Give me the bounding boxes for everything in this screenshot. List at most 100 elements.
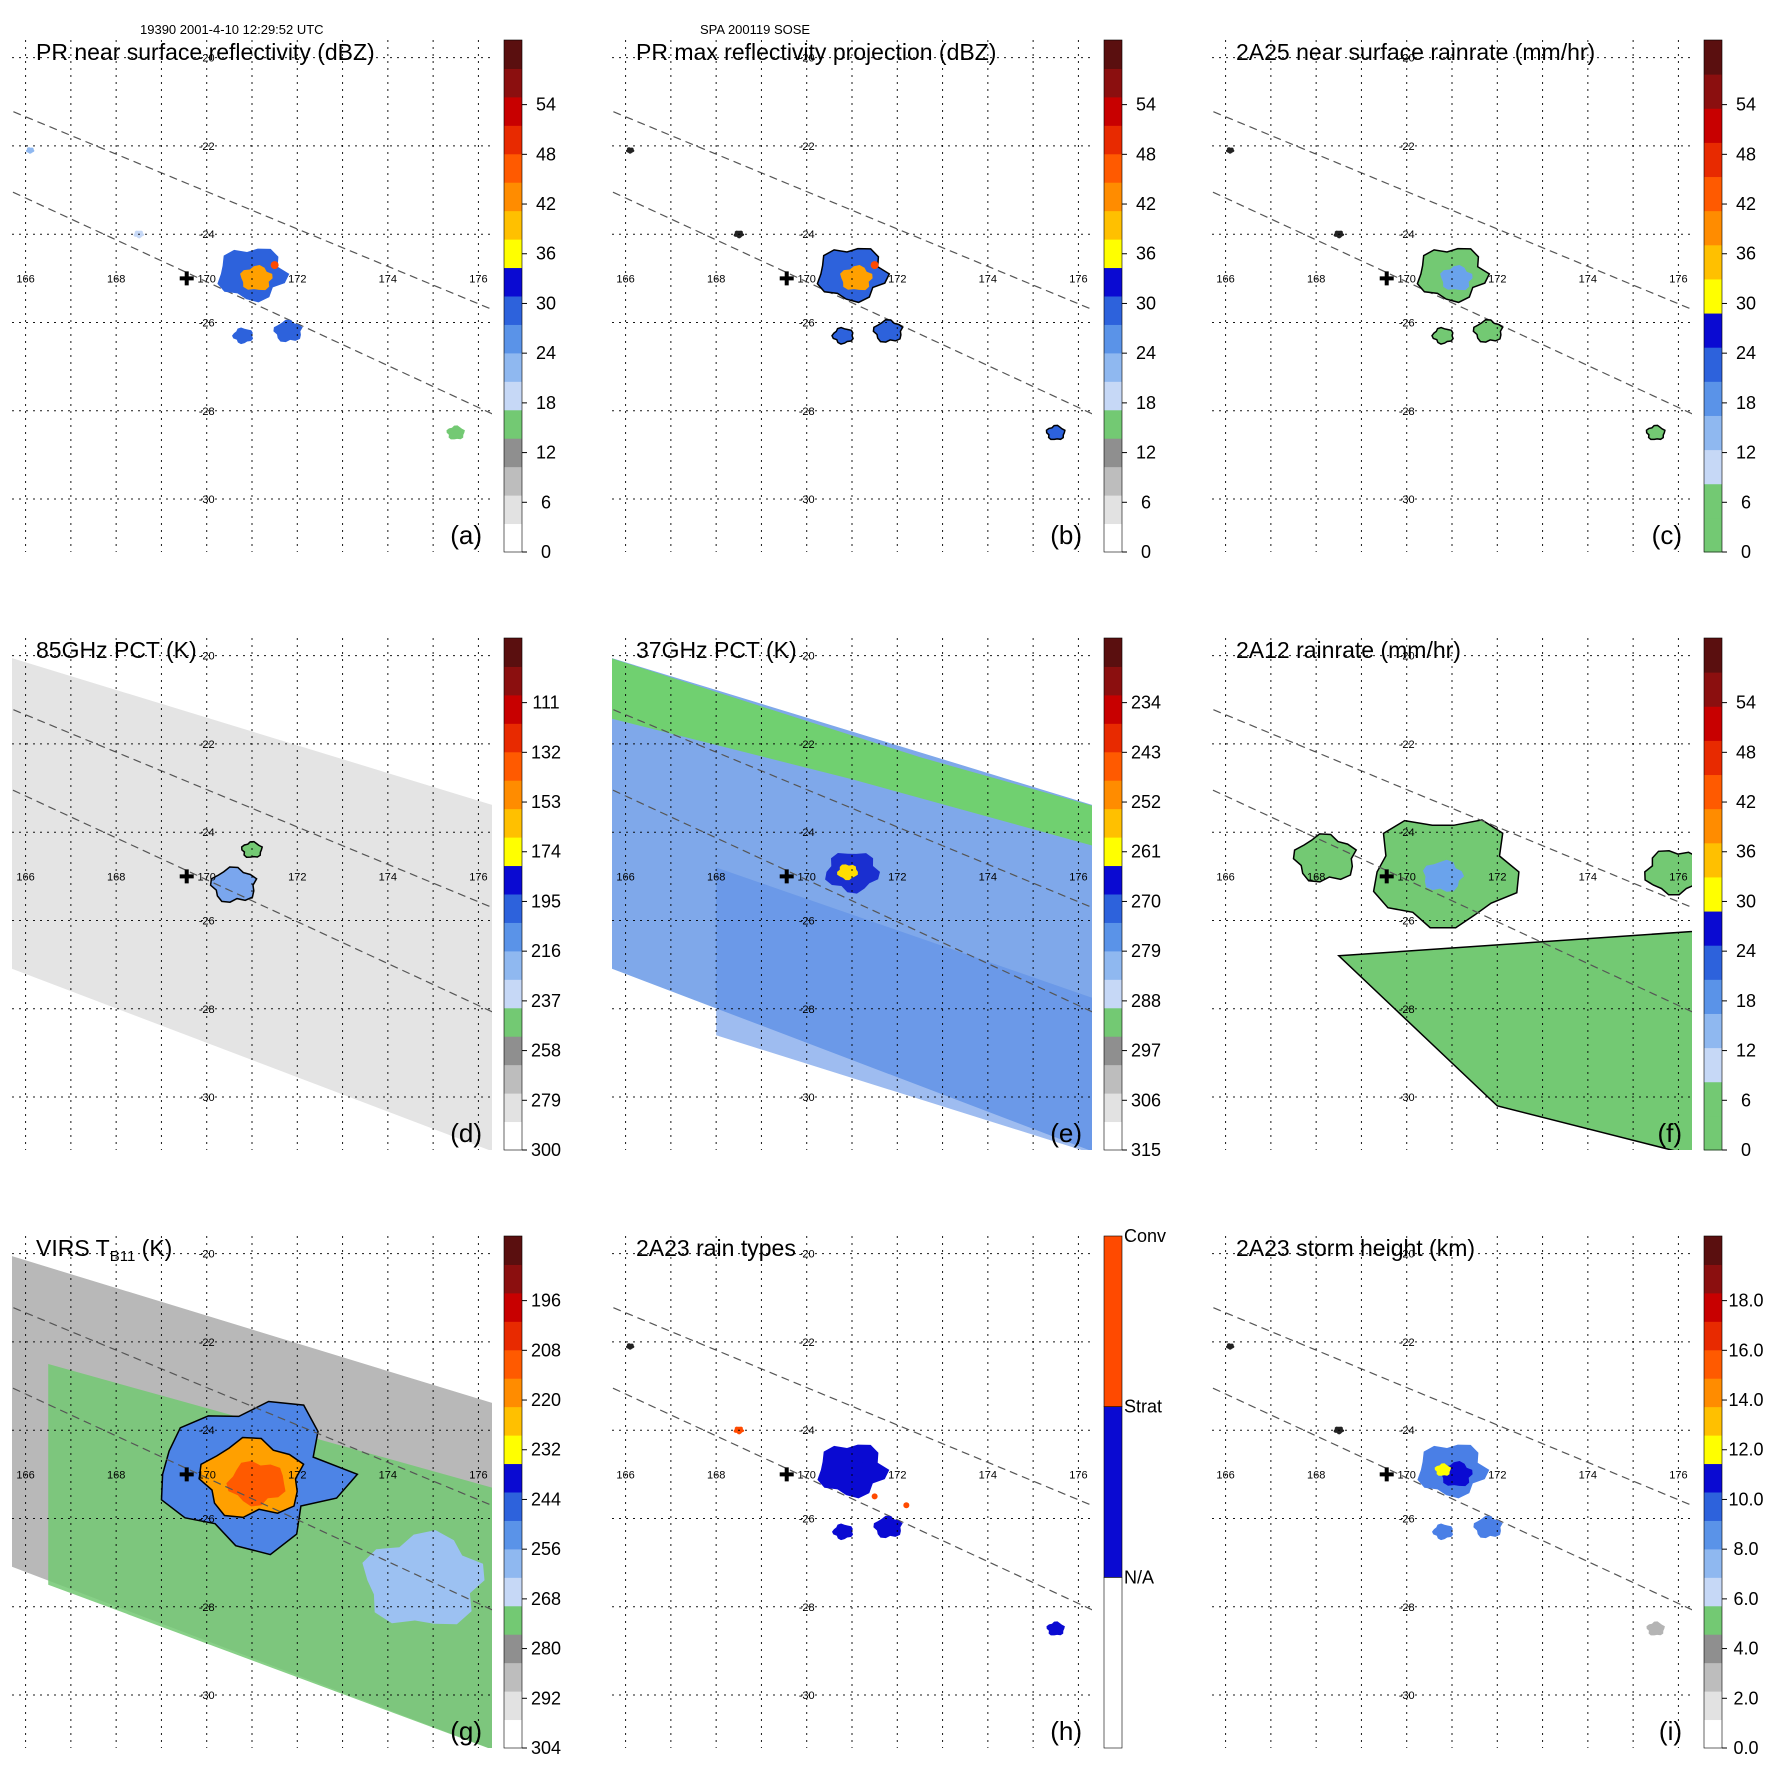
- y-tick-label: -26: [199, 1513, 215, 1525]
- panel-title: 2A23 storm height (km): [1236, 1235, 1475, 1261]
- y-tick-label: -22: [199, 739, 215, 751]
- y-tick-label: -28: [799, 1602, 815, 1614]
- x-tick-label: 172: [1488, 273, 1506, 285]
- x-tick-label: 172: [888, 1469, 906, 1481]
- x-tick-label: 174: [379, 1469, 397, 1481]
- x-tick-label: 166: [616, 273, 634, 285]
- swath-edge-north: [1212, 110, 1692, 311]
- panel-a: 166 168 170 172 174 176 -20 -22 -24 -26 -28 -30 PR n…: [12, 39, 556, 562]
- y-tick-label: -28: [199, 406, 215, 418]
- storm-center-marker: [1379, 1467, 1394, 1482]
- x-tick-label: 170: [1398, 871, 1416, 883]
- colorbar-tick-label: 24: [1136, 343, 1156, 363]
- swath-edge-south: [1212, 1387, 1692, 1611]
- x-tick-label: 166: [16, 871, 34, 883]
- colorbar-tick-label: 268: [531, 1589, 561, 1609]
- panel-title: 85GHz PCT (K): [36, 637, 197, 663]
- y-tick-label: -28: [799, 1004, 815, 1016]
- colorbar-tick-label: 36: [1736, 244, 1756, 264]
- colorbar-tick-label: 234: [1131, 693, 1161, 713]
- colorbar-tick-label: 243: [1131, 742, 1161, 762]
- colorbar-tick-label: 244: [531, 1489, 561, 1509]
- colorbar: N/A Strat Conv: [1103, 1226, 1166, 1749]
- colorbar-tick-label: 300: [531, 1140, 561, 1160]
- x-tick-label: 166: [616, 871, 634, 883]
- x-tick-label: 172: [288, 273, 306, 285]
- x-tick-label: 170: [798, 273, 816, 285]
- y-tick-label: -30: [1399, 494, 1415, 506]
- x-tick-label: 176: [1669, 1469, 1687, 1481]
- colorbar-tick-label: 14.0: [1728, 1390, 1763, 1410]
- x-tick-label: 166: [16, 273, 34, 285]
- colorbar: 0 6 12 18 24 30 36 42 48 54: [1103, 39, 1156, 562]
- x-tick-label: 174: [979, 1469, 997, 1481]
- colorbar-tick-label: 8.0: [1733, 1539, 1758, 1559]
- colorbar-category-label: Strat: [1124, 1397, 1162, 1417]
- colorbar-tick-label: 0: [541, 542, 551, 562]
- panel-label: (d): [450, 1118, 482, 1148]
- y-tick-label: -20: [1399, 1249, 1415, 1261]
- storm-center-marker: [779, 869, 794, 884]
- swath-edge-south: [612, 191, 1092, 415]
- x-tick-label: 166: [1216, 273, 1234, 285]
- colorbar-tick-label: 297: [1131, 1041, 1161, 1061]
- y-tick-label: -28: [1399, 1004, 1415, 1016]
- colorbar-tick-label: 18.0: [1728, 1291, 1763, 1311]
- y-tick-label: -30: [1399, 1092, 1415, 1104]
- x-tick-label: 168: [1307, 273, 1325, 285]
- colorbar-tick-label: 0.0: [1733, 1738, 1758, 1758]
- colorbar-tick-label: 18: [1736, 393, 1756, 413]
- panel-g: 166 168 170 172 174 176 -20 -22 -24 -26 -28 -30 VIRS…: [12, 1235, 561, 1758]
- y-tick-label: -30: [799, 494, 815, 506]
- colorbar-tick-label: 279: [1131, 941, 1161, 961]
- x-tick-label: 172: [888, 273, 906, 285]
- swath-edge-north: [612, 1306, 1092, 1507]
- x-tick-label: 176: [1069, 871, 1087, 883]
- colorbar-tick-label: 6.0: [1733, 1589, 1758, 1609]
- colorbar-tick-label: 279: [531, 1090, 561, 1110]
- swath-edge-south: [12, 789, 492, 1013]
- colorbar-tick-label: 292: [531, 1688, 561, 1708]
- colorbar-tick-label: 256: [531, 1539, 561, 1559]
- colorbar-tick-label: 24: [1736, 343, 1756, 363]
- colorbar-tick-label: 12: [536, 443, 556, 463]
- y-tick-label: -20: [199, 53, 215, 65]
- panel-label: (g): [450, 1716, 482, 1746]
- x-tick-label: 170: [198, 1469, 216, 1481]
- panel-title: 2A12 rainrate (mm/hr): [1236, 637, 1461, 663]
- colorbar-tick-label: 24: [536, 343, 556, 363]
- y-tick-label: -24: [1399, 827, 1415, 839]
- y-tick-label: -20: [799, 1249, 815, 1261]
- colorbar-tick-label: 18: [1736, 991, 1756, 1011]
- x-tick-label: 170: [1398, 1469, 1416, 1481]
- x-tick-label: 172: [288, 1469, 306, 1481]
- y-tick-label: -20: [199, 651, 215, 663]
- panel-title: PR max reflectivity projection (dBZ): [636, 39, 996, 65]
- storm-center-marker: [779, 1467, 794, 1482]
- colorbar: 304 292 280 268 256 244 232 220 208 196: [503, 1235, 561, 1758]
- colorbar-tick-label: 6: [541, 492, 551, 512]
- colorbar-tick-label: 12: [1736, 1041, 1756, 1061]
- y-tick-label: -24: [799, 1425, 815, 1437]
- swath-edge-north: [12, 110, 492, 311]
- panel-label: (b): [1050, 520, 1082, 550]
- panel-b: 166 168 170 172 174 176 -20 -22 -24 -26 -28 -30 PR m…: [612, 39, 1156, 562]
- colorbar-tick-label: 54: [536, 95, 556, 115]
- panel-label: (h): [1050, 1716, 1082, 1746]
- swath-edge-north: [12, 1306, 492, 1507]
- header-orbit-time: 19390 2001-4-10 12:29:52 UTC: [140, 22, 324, 37]
- x-tick-label: 170: [1398, 273, 1416, 285]
- y-tick-label: -22: [1399, 141, 1415, 153]
- panel-label: (a): [450, 520, 482, 550]
- colorbar-tick-label: 6: [1141, 492, 1151, 512]
- y-tick-label: -22: [199, 141, 215, 153]
- x-tick-label: 174: [1579, 273, 1597, 285]
- colorbar-tick-label: 54: [1736, 95, 1756, 115]
- y-tick-label: -24: [199, 229, 215, 241]
- y-tick-label: -30: [799, 1092, 815, 1104]
- colorbar: 300 279 258 237 216 195 174 153 132 111: [503, 637, 561, 1160]
- x-tick-label: 174: [379, 273, 397, 285]
- x-tick-label: 166: [16, 1469, 34, 1481]
- colorbar-tick-label: 132: [531, 742, 561, 762]
- y-tick-label: -26: [799, 317, 815, 329]
